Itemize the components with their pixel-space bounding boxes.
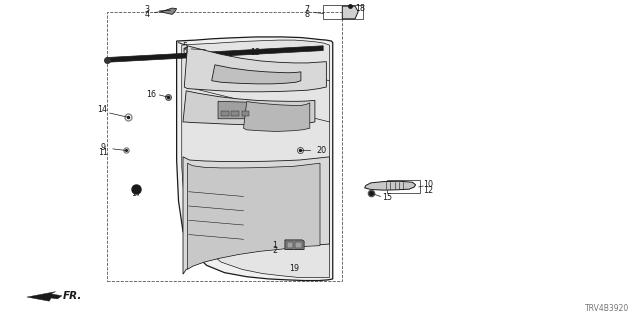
Bar [232,110,239,116]
Text: 1: 1 [272,241,277,250]
Text: 10: 10 [423,180,433,189]
Text: 5: 5 [182,42,188,51]
Polygon shape [106,46,323,62]
Polygon shape [188,163,320,269]
Text: 6: 6 [182,47,188,56]
Text: 17: 17 [131,189,141,198]
Text: 14: 14 [97,105,107,114]
Bar [242,110,249,116]
Text: 7: 7 [305,5,310,14]
Text: 13: 13 [250,48,260,57]
Bar [106,12,342,281]
Text: 19: 19 [289,264,300,273]
Text: TRV4B3920: TRV4B3920 [585,304,629,313]
Polygon shape [177,37,333,281]
Polygon shape [161,8,177,14]
Polygon shape [365,181,415,190]
Text: 16: 16 [146,90,156,99]
Polygon shape [342,6,358,19]
Text: 18: 18 [355,4,365,13]
Polygon shape [183,91,315,125]
Polygon shape [27,292,62,301]
Polygon shape [285,240,304,250]
Text: 11: 11 [99,148,108,156]
Text: 20: 20 [317,146,327,155]
Bar [295,242,301,248]
Polygon shape [184,46,326,92]
Polygon shape [182,40,330,277]
Text: 8: 8 [305,10,310,19]
Polygon shape [212,65,301,84]
Text: 4: 4 [144,10,149,19]
Bar [287,242,293,248]
Bar [387,180,420,193]
Text: 15: 15 [382,193,392,202]
Text: 12: 12 [423,186,433,195]
Text: 3: 3 [144,5,149,14]
Text: 2: 2 [272,246,277,255]
Bar [221,110,229,116]
Text: FR.: FR. [63,291,83,301]
Text: 9: 9 [100,143,106,152]
Polygon shape [244,102,310,132]
Polygon shape [218,101,253,119]
Polygon shape [183,157,330,274]
Bar [323,5,363,19]
